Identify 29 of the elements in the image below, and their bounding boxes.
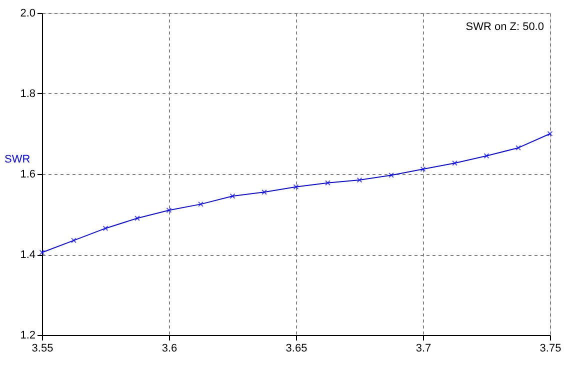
x-tick-label: 3.7 <box>416 342 432 354</box>
point <box>198 201 204 207</box>
x-tick-label: 3.75 <box>540 342 562 354</box>
y-axis-title: SWR <box>4 154 30 166</box>
y-tick-label: 1.8 <box>20 88 36 100</box>
point <box>134 216 140 222</box>
x-tick-label: 3.65 <box>286 342 308 354</box>
y-tick-label: 2.0 <box>20 8 36 20</box>
x-tick-label: 3.55 <box>32 342 54 354</box>
point <box>39 250 45 256</box>
point <box>516 145 521 151</box>
point <box>547 131 553 136</box>
point <box>166 207 172 213</box>
y-tick-label: 1.4 <box>20 249 36 261</box>
point <box>325 180 330 186</box>
point <box>356 177 362 183</box>
point <box>484 153 490 159</box>
point <box>388 172 394 178</box>
x-tick-label: 3.6 <box>162 342 178 354</box>
point <box>102 226 108 232</box>
point <box>452 160 458 166</box>
point <box>420 166 426 172</box>
point <box>230 193 236 199</box>
point <box>293 184 299 190</box>
y-tick-label: 1.6 <box>20 168 36 180</box>
y-tick-label: 1.2 <box>20 330 36 342</box>
annotation: SWR on Z: 50.0 <box>466 21 544 33</box>
point <box>262 189 267 195</box>
point <box>71 238 76 244</box>
